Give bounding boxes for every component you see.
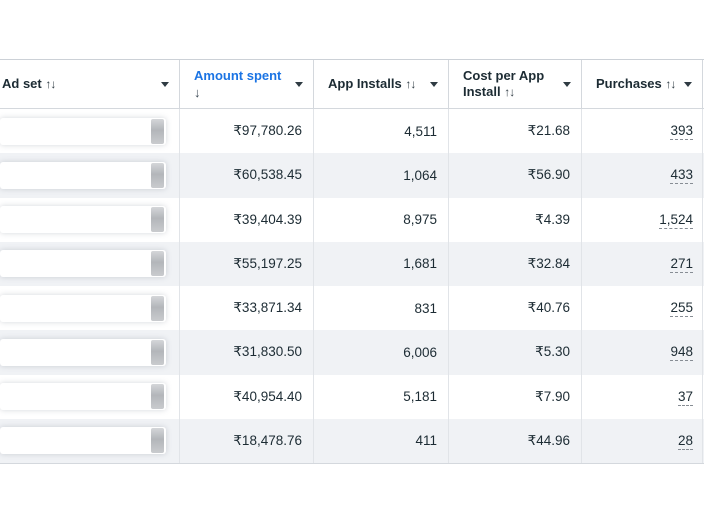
column-header-purchases[interactable]: Purchases ↑↓	[582, 60, 703, 108]
cell-ad-set	[0, 153, 180, 197]
cell-purchases: 1,524	[582, 198, 703, 242]
cell-ad-set	[0, 330, 180, 374]
purchases-estimated-value: 393	[670, 122, 693, 140]
cell-app-installs: 831	[314, 286, 449, 330]
cell-purchases: 271	[582, 242, 703, 286]
adset-name-redacted[interactable]	[0, 162, 166, 189]
purchases-estimated-value: 28	[678, 432, 693, 450]
cell-purchases: 393	[582, 109, 703, 153]
cell-ad-set	[0, 375, 180, 419]
column-header-cost-per-app-install[interactable]: Cost per App Install ↑↓	[449, 60, 582, 108]
adset-name-redacted[interactable]	[0, 427, 166, 454]
table-row: ₹18,478.76 411 ₹44.96 28	[0, 419, 704, 463]
table-row: ₹55,197.25 1,681 ₹32.84 271	[0, 242, 704, 286]
cell-amount-spent: ₹97,780.26	[180, 109, 314, 153]
purchases-estimated-value: 433	[670, 166, 693, 184]
table-row: ₹40,954.40 5,181 ₹7.90 37	[0, 375, 704, 419]
cell-cost-per-app-install: ₹21.68	[449, 109, 582, 153]
cell-amount-spent: ₹39,404.39	[180, 198, 314, 242]
sort-arrows-icon: ↑↓	[504, 85, 514, 99]
cell-cost-per-app-install: ₹7.90	[449, 375, 582, 419]
table-row: ₹33,871.34 831 ₹40.76 255	[0, 286, 704, 330]
cell-app-installs: 411	[314, 419, 449, 463]
cell-purchases: 37	[582, 375, 703, 419]
cell-cost-per-app-install: ₹40.76	[449, 286, 582, 330]
column-label: App Installs	[328, 76, 402, 91]
column-header-ad-set[interactable]: Ad set ↑↓	[0, 60, 180, 108]
sort-descending-icon: ↓	[194, 85, 289, 101]
cell-app-installs: 1,064	[314, 153, 449, 197]
cell-ad-set	[0, 419, 180, 463]
table-row: ₹97,780.26 4,511 ₹21.68 393	[0, 109, 704, 153]
column-options-caret-icon[interactable]	[430, 82, 438, 87]
cell-ad-set	[0, 242, 180, 286]
purchases-estimated-value: 255	[670, 299, 693, 317]
cell-cost-per-app-install: ₹32.84	[449, 242, 582, 286]
column-options-caret-icon[interactable]	[295, 82, 303, 87]
cell-cost-per-app-install: ₹4.39	[449, 198, 582, 242]
cell-amount-spent: ₹60,538.45	[180, 153, 314, 197]
adset-name-redacted[interactable]	[0, 339, 166, 366]
column-options-caret-icon[interactable]	[563, 82, 571, 87]
purchases-estimated-value: 37	[678, 388, 693, 406]
ads-report-screen: Ad set ↑↓ Amount spent ↓ App Installs ↑↓…	[0, 0, 710, 515]
column-label: Amount spent	[194, 68, 281, 83]
cell-app-installs: 1,681	[314, 242, 449, 286]
column-options-caret-icon[interactable]	[684, 82, 692, 87]
cell-cost-per-app-install: ₹5.30	[449, 330, 582, 374]
cell-amount-spent: ₹40,954.40	[180, 375, 314, 419]
cell-amount-spent: ₹33,871.34	[180, 286, 314, 330]
table-row: ₹31,830.50 6,006 ₹5.30 948	[0, 330, 704, 374]
purchases-estimated-value: 1,524	[659, 211, 693, 229]
cell-ad-set	[0, 109, 180, 153]
table-header-row: Ad set ↑↓ Amount spent ↓ App Installs ↑↓…	[0, 60, 704, 109]
adset-name-redacted[interactable]	[0, 295, 166, 322]
cell-purchases: 255	[582, 286, 703, 330]
cell-app-installs: 8,975	[314, 198, 449, 242]
cell-amount-spent: ₹31,830.50	[180, 330, 314, 374]
adset-name-redacted[interactable]	[0, 206, 166, 233]
cell-app-installs: 5,181	[314, 375, 449, 419]
cell-amount-spent: ₹55,197.25	[180, 242, 314, 286]
cell-purchases: 433	[582, 153, 703, 197]
ads-report-table: Ad set ↑↓ Amount spent ↓ App Installs ↑↓…	[0, 59, 704, 464]
cell-purchases: 28	[582, 419, 703, 463]
column-label: Purchases	[596, 76, 662, 91]
cell-app-installs: 4,511	[314, 109, 449, 153]
cell-cost-per-app-install: ₹44.96	[449, 419, 582, 463]
cell-ad-set	[0, 286, 180, 330]
column-header-app-installs[interactable]: App Installs ↑↓	[314, 60, 449, 108]
sort-arrows-icon: ↑↓	[405, 77, 415, 91]
adset-name-redacted[interactable]	[0, 383, 166, 410]
cell-ad-set	[0, 198, 180, 242]
sort-arrows-icon: ↑↓	[665, 77, 675, 91]
cell-cost-per-app-install: ₹56.90	[449, 153, 582, 197]
sort-arrows-icon: ↑↓	[45, 77, 55, 91]
adset-name-redacted[interactable]	[0, 250, 166, 277]
table-row: ₹60,538.45 1,064 ₹56.90 433	[0, 153, 704, 197]
purchases-estimated-value: 948	[670, 343, 693, 361]
cell-app-installs: 6,006	[314, 330, 449, 374]
cell-purchases: 948	[582, 330, 703, 374]
column-header-amount-spent[interactable]: Amount spent ↓	[180, 60, 314, 108]
cell-amount-spent: ₹18,478.76	[180, 419, 314, 463]
table-body: ₹97,780.26 4,511 ₹21.68 393 ₹60,538.45 1…	[0, 109, 704, 464]
table-row: ₹39,404.39 8,975 ₹4.39 1,524	[0, 198, 704, 242]
column-options-caret-icon[interactable]	[161, 82, 169, 87]
adset-name-redacted[interactable]	[0, 118, 166, 145]
column-label: Ad set	[2, 76, 42, 91]
purchases-estimated-value: 271	[670, 255, 693, 273]
